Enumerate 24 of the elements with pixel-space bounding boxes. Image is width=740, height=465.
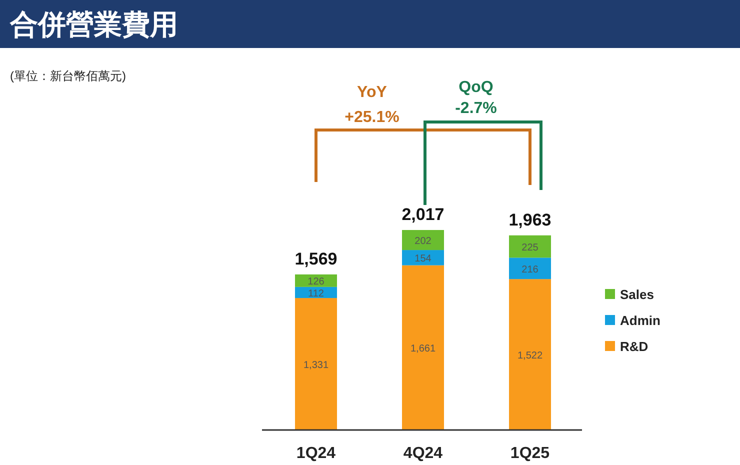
data-label: 154 — [414, 254, 432, 265]
legend-label: Sales — [620, 287, 654, 302]
x-tick-label: 1Q25 — [510, 445, 550, 462]
data-label: 1,331 — [303, 360, 329, 372]
total-label: 2,017 — [402, 205, 444, 224]
x-tick-label: 4Q24 — [403, 445, 443, 462]
data-label: 112 — [308, 288, 324, 300]
data-label: 1,522 — [517, 350, 543, 362]
data-label: 1,661 — [410, 344, 436, 355]
text: +25.1% — [344, 109, 400, 126]
total-label: 1,963 — [508, 210, 552, 230]
text: -2.7% — [455, 100, 497, 117]
x-tick-label: 1Q24 — [296, 445, 336, 462]
text: YoY — [357, 84, 388, 101]
data-label: 126 — [308, 276, 325, 288]
total-label: 1,569 — [294, 249, 338, 268]
data-label: 225 — [522, 242, 539, 254]
data-label: 202 — [414, 236, 432, 248]
text: QoQ — [458, 79, 494, 96]
chart-title: 合併營業費用 — [9, 10, 178, 41]
legend-label: R&D — [620, 339, 648, 354]
legend-label: Admin — [620, 313, 660, 328]
text: (單位：新台幣佰萬元) — [10, 69, 126, 83]
data-label: 216 — [522, 264, 539, 276]
